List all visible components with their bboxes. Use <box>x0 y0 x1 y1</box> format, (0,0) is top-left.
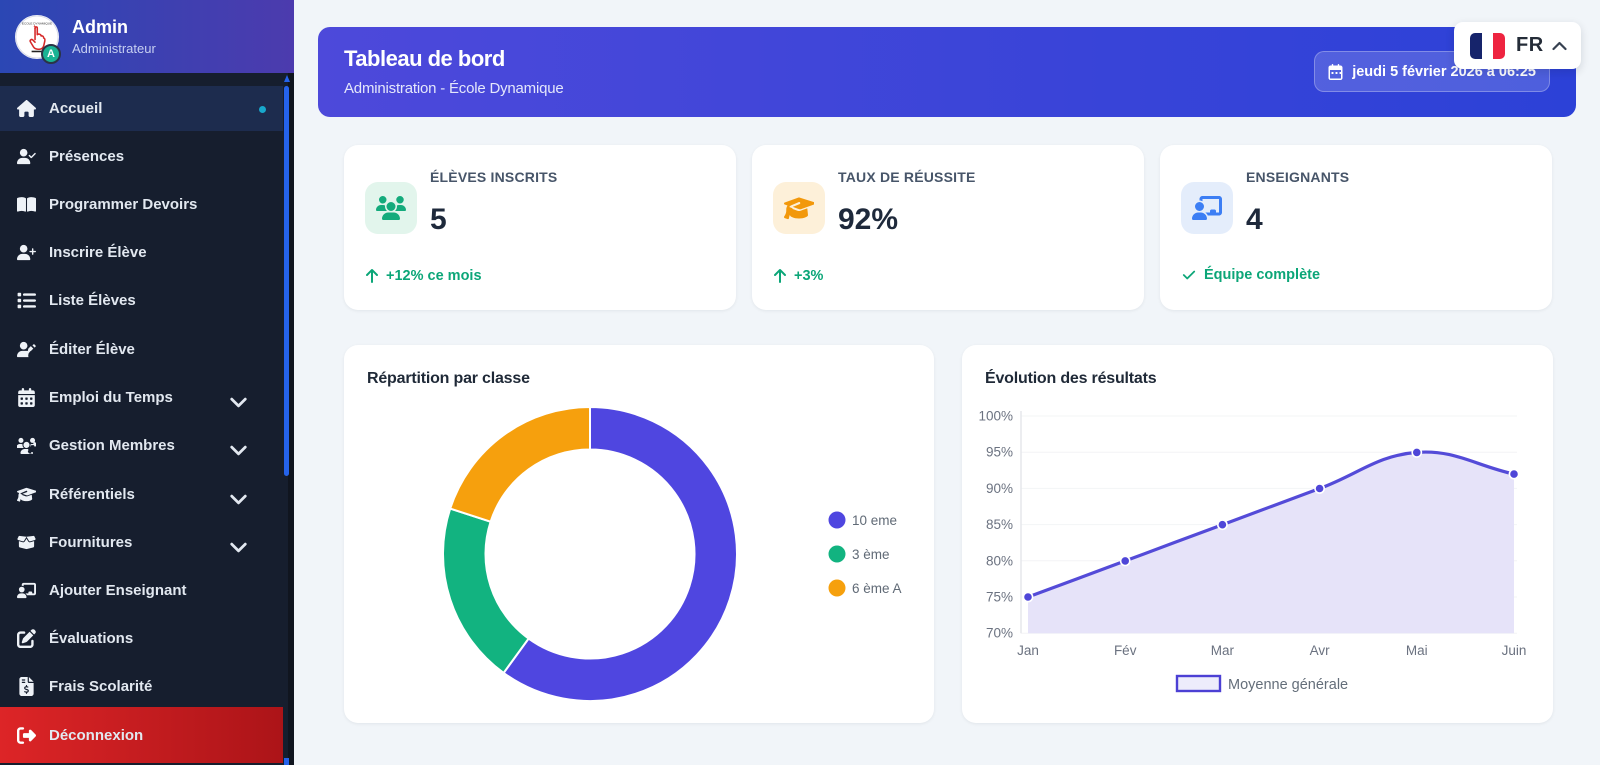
svg-text:Mai: Mai <box>1406 643 1428 658</box>
svg-text:ECOLE DYNAMIQUE: ECOLE DYNAMIQUE <box>22 21 52 25</box>
svg-text:Moyenne générale: Moyenne générale <box>1228 677 1348 693</box>
svg-text:Fév: Fév <box>1114 643 1137 658</box>
svg-text:90%: 90% <box>986 481 1013 496</box>
svg-text:75%: 75% <box>986 590 1013 605</box>
svg-text:Avr: Avr <box>1310 643 1331 658</box>
svg-text:85%: 85% <box>986 517 1013 532</box>
svg-text:100%: 100% <box>978 409 1013 424</box>
svg-text:Juin: Juin <box>1502 643 1527 658</box>
svg-text:80%: 80% <box>986 553 1013 568</box>
svg-text:Jan: Jan <box>1017 643 1039 658</box>
svg-text:10 eme: 10 eme <box>852 513 897 528</box>
svg-text:95%: 95% <box>986 445 1013 460</box>
svg-text:70%: 70% <box>986 626 1013 641</box>
svg-text:3 ème: 3 ème <box>852 547 890 562</box>
svg-text:Mar: Mar <box>1211 643 1235 658</box>
svg-text:6 ème A: 6 ème A <box>852 581 902 596</box>
